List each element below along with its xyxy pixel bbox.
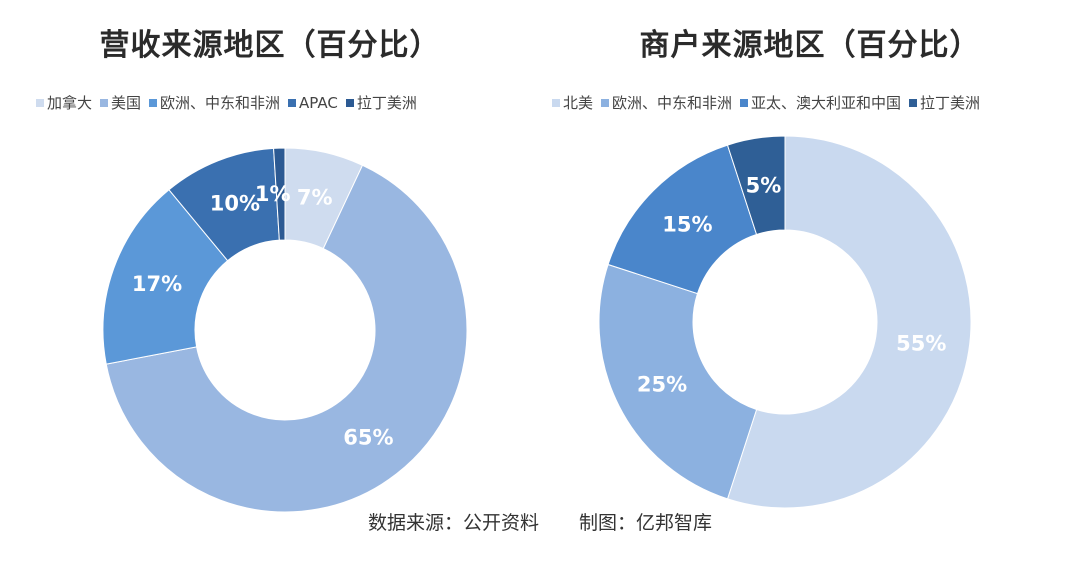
- donut-slice: [598, 263, 758, 500]
- legend-swatch: [552, 98, 560, 107]
- slice-label: 17%: [132, 272, 182, 296]
- donut-chart-merchants: 55% 25% 15% 5%: [598, 135, 972, 509]
- legend-item: 美国: [100, 92, 141, 113]
- donut-slice: [607, 144, 758, 295]
- slice-label: 15%: [662, 212, 712, 236]
- legend-item: 拉丁美洲: [909, 92, 980, 113]
- legend-label: 欧洲、中东和非洲: [160, 94, 281, 112]
- legend-item: 欧洲、中东和非洲: [149, 92, 280, 113]
- donut-slice: [726, 135, 786, 236]
- donut-slice: [726, 135, 972, 509]
- slice-label: 10%: [210, 192, 260, 216]
- legend-label: 加拿大: [47, 94, 93, 112]
- maker-note: 制图：亿邦智库: [579, 512, 713, 534]
- legend-swatch: [909, 98, 918, 107]
- chart-title: 营收来源地区（百分比）: [99, 28, 441, 63]
- legend-item: 欧洲、中东和非洲: [601, 92, 732, 113]
- donut-slice: [273, 147, 286, 241]
- legend-item: 北美: [552, 92, 593, 113]
- legend-swatch: [149, 98, 158, 107]
- legend-label: 亚太、澳大利亚和中国: [751, 94, 902, 112]
- slice-label: 25%: [637, 373, 687, 397]
- legend-item: APAC: [288, 92, 338, 113]
- legend-item: 亚太、澳大利亚和中国: [740, 92, 901, 113]
- source-note: 数据来源：公开资料: [367, 512, 539, 534]
- legend: 北美 欧洲、中东和非洲 亚太、澳大利亚和中国 拉丁美洲: [552, 92, 980, 113]
- chart-panel-merchants: 商户来源地区（百分比） 北美 欧洲、中东和非洲 亚太、澳大利亚和中国 拉丁美洲 55%…: [540, 0, 1080, 520]
- donut-slice: [105, 164, 468, 513]
- legend-item: 拉丁美洲: [345, 92, 417, 113]
- slice-label: 7%: [297, 185, 333, 209]
- chart-title: 商户来源地区（百分比）: [639, 28, 981, 63]
- legend-swatch: [288, 98, 297, 107]
- legend-label: 欧洲、中东和非洲: [612, 94, 733, 112]
- legend-label: 美国: [111, 94, 142, 112]
- legend-swatch: [601, 98, 610, 107]
- slice-label: 1%: [255, 182, 291, 206]
- legend-swatch: [100, 98, 109, 107]
- slice-label: 55%: [896, 332, 946, 356]
- legend-label: 北美: [563, 94, 594, 112]
- footer: 数据来源：公开资料 制图：亿邦智库: [0, 508, 1080, 535]
- chart-panel-revenue: 营收来源地区（百分比） 加拿大 美国 欧洲、中东和非洲 APAC 拉丁美洲 7% 65% 1…: [0, 0, 540, 520]
- legend-swatch: [36, 98, 44, 107]
- legend: 加拿大 美国 欧洲、中东和非洲 APAC 拉丁美洲: [36, 92, 417, 113]
- legend-swatch: [345, 98, 354, 107]
- slice-label: 65%: [343, 425, 393, 449]
- legend-label: APAC: [299, 93, 338, 112]
- slice-label: 5%: [746, 174, 782, 198]
- legend-label: 拉丁美洲: [920, 94, 981, 112]
- legend-swatch: [740, 98, 749, 107]
- donut-slice: [102, 189, 229, 365]
- legend-item: 加拿大: [36, 92, 92, 113]
- donut-chart-revenue: 7% 65% 17% 10%1%: [102, 147, 468, 513]
- legend-label: 拉丁美洲: [356, 94, 417, 112]
